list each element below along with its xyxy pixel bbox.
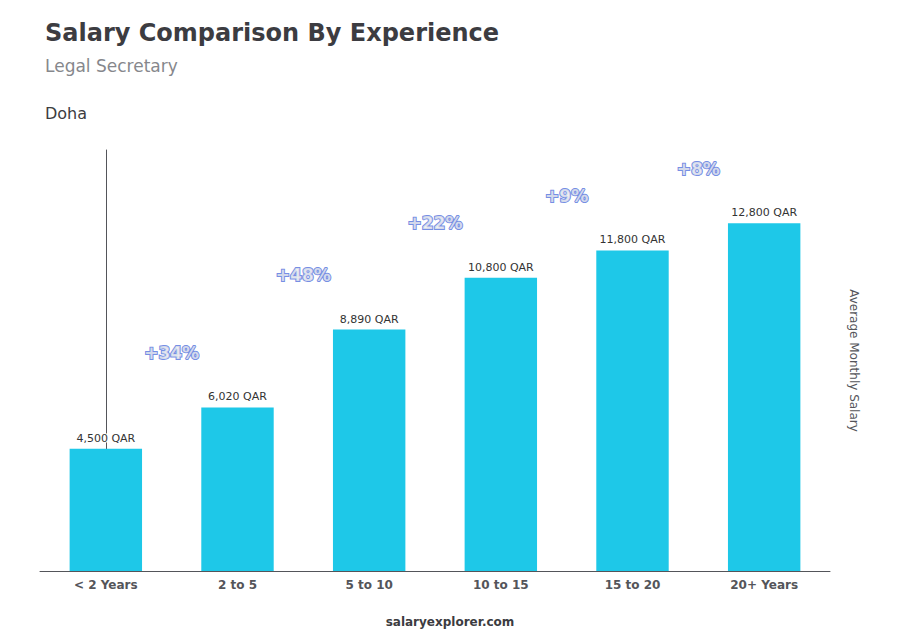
svg-text:< 2 Years: < 2 Years — [74, 578, 138, 592]
svg-text:+8%: +8% — [677, 159, 720, 179]
svg-text:+48%: +48% — [276, 265, 331, 285]
svg-text:20+ Years: 20+ Years — [730, 578, 798, 592]
svg-text:11,800 QAR: 11,800 QAR — [600, 233, 666, 246]
svg-text:5 to 10: 5 to 10 — [345, 578, 392, 592]
svg-text:10 to 15: 10 to 15 — [473, 578, 529, 592]
svg-text:8,890 QAR: 8,890 QAR — [340, 313, 399, 326]
svg-text:Legal Secretary: Legal Secretary — [45, 56, 178, 76]
svg-text:+22%: +22% — [408, 213, 463, 233]
svg-text:2 to 5: 2 to 5 — [218, 578, 257, 592]
svg-text:+9%: +9% — [545, 186, 588, 206]
svg-text:6,020 QAR: 6,020 QAR — [208, 390, 267, 403]
svg-text:Salary Comparison By Experienc: Salary Comparison By Experience — [45, 19, 499, 47]
svg-text:4,500 QAR: 4,500 QAR — [76, 432, 135, 445]
svg-text:Average Monthly Salary: Average Monthly Salary — [847, 289, 861, 432]
svg-text:+34%: +34% — [144, 343, 199, 363]
svg-text:salaryexplorer.com: salaryexplorer.com — [386, 615, 515, 629]
svg-text:15 to 20: 15 to 20 — [605, 578, 661, 592]
svg-text:Doha: Doha — [45, 104, 87, 123]
svg-text:10,800 QAR: 10,800 QAR — [468, 261, 534, 274]
svg-text:12,800 QAR: 12,800 QAR — [731, 206, 797, 219]
